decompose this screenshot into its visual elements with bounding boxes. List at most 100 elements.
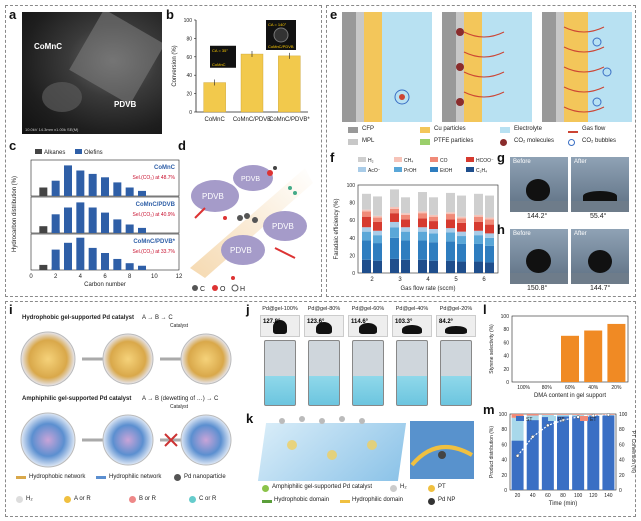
svg-text:PDVB: PDVB xyxy=(241,176,260,183)
c-xtick-label: 0 xyxy=(29,274,33,280)
chart-c: Alkanes Olefins CoMnC Sel.(CO₂) at 48.7% CoM… xyxy=(12,149,183,288)
f-bar-segment xyxy=(418,213,427,219)
m-bar-segment xyxy=(511,414,524,418)
c-xlabel: Carbon number xyxy=(84,282,126,288)
f-bar-segment xyxy=(362,193,371,210)
m-conversion-point xyxy=(515,454,520,458)
m-xtick-label: 60 xyxy=(545,493,551,499)
f-legend-swatch xyxy=(466,157,474,162)
f-bar-segment xyxy=(362,231,371,241)
panel-label-l: l xyxy=(483,302,487,317)
schematic-e xyxy=(342,12,632,122)
c-bar-olefin xyxy=(113,258,122,270)
f-ytick-label: 100 xyxy=(347,183,356,189)
j-sample-row: Pd@gel-100% 127.8° Pd@gel-80% 123.6° Pd@gel-… xyxy=(258,306,480,410)
j-droplet-photo: 103.3° xyxy=(392,315,432,337)
i-bottom-title: Amphiphilic gel-supported Pd catalyst xyxy=(22,396,132,402)
f-bar-segment xyxy=(446,192,455,213)
m-ytick2-label: 40 xyxy=(619,458,625,464)
f-ylabel: Faradaic efficiency (%) xyxy=(334,199,340,260)
m-legend-label: ET xyxy=(590,417,596,423)
m-ylabel: Product distribution (%) xyxy=(489,426,495,478)
f-bar-segment xyxy=(401,197,410,214)
f-bar-segment xyxy=(373,230,382,236)
c-bar-olefin xyxy=(88,173,97,196)
f-bar-segment xyxy=(429,221,438,229)
f-xtick-label: 5 xyxy=(454,277,458,283)
f-bar-segment xyxy=(429,260,438,273)
c-legend-olefins: Olefins xyxy=(84,150,103,156)
c-bar-olefin xyxy=(76,237,85,270)
j-angle: 127.8° xyxy=(263,319,281,325)
f-bar-segment xyxy=(446,219,455,229)
m-ytick2-label: 0 xyxy=(619,488,622,494)
angle-h-after: 144.7° xyxy=(590,285,611,292)
f-bar-segment xyxy=(457,236,466,244)
f-bar-segment xyxy=(446,228,455,233)
i-top-title: Hydrophobic gel-supported Pd catalyst xyxy=(22,315,135,321)
m-ytick2-label: 100 xyxy=(619,412,628,418)
i-catalyst-bottom: Catalyst xyxy=(170,404,189,410)
c-bar-olefin xyxy=(138,227,146,233)
l-xtick-label: 100% xyxy=(517,385,530,391)
svg-text:C: C xyxy=(200,286,205,293)
f-bar-segment xyxy=(390,227,399,238)
m-bar-segment xyxy=(541,417,554,490)
f-bar-segment xyxy=(485,219,494,225)
j-sample-name: Pd@gel-80% xyxy=(307,306,341,312)
c-bar-olefin xyxy=(125,263,134,270)
c-bar-olefin xyxy=(51,249,60,270)
l-ytick-label: 80 xyxy=(503,327,509,333)
m-conversion-point xyxy=(591,413,595,418)
f-legend-label: C₂H₄ xyxy=(476,168,487,174)
j-angle: 123.6° xyxy=(307,319,325,325)
c-row-name: CoMnC/PDVB* xyxy=(133,239,175,245)
c-bar-olefin xyxy=(64,165,72,196)
f-bar-segment xyxy=(401,214,410,220)
b-ylabel: Conversion (%) xyxy=(172,45,178,86)
f-legend-swatch xyxy=(430,157,438,162)
f-bar-segment xyxy=(401,213,410,215)
l-ytick-label: 60 xyxy=(503,340,509,346)
m-bar-segment xyxy=(526,415,539,421)
l-ytick-label: 0 xyxy=(506,380,509,386)
chart-f: H₂ CH₄ CO HCOO⁻ AcO⁻ PrOH EtOH C₂H₄ 0 20 40 60 80 100… xyxy=(334,157,499,292)
f-ytick-label: 60 xyxy=(349,218,355,224)
f-bar-segment xyxy=(373,217,382,222)
f-bar-segment xyxy=(390,221,399,228)
panel-label-k: k xyxy=(246,411,254,426)
j-vial xyxy=(396,340,428,406)
f-bar-segment xyxy=(418,218,427,228)
panel-label-m: m xyxy=(483,402,495,417)
b-ytick-label: 20 xyxy=(186,92,192,98)
j-droplet-photo: 114.6° xyxy=(348,315,388,337)
b-xtick-label: CoMnC/PDVB xyxy=(233,117,271,123)
f-bar-segment xyxy=(362,211,371,217)
f-bar-segment xyxy=(474,216,483,222)
f-legend-swatch xyxy=(430,167,438,172)
l-xlabel: DMA content in gel support xyxy=(534,393,606,399)
m-ytick2-label: 60 xyxy=(619,442,625,448)
f-bar-segment xyxy=(429,242,438,261)
k-schematic xyxy=(257,415,477,483)
f-legend-label: CH₄ xyxy=(404,158,413,164)
f-bar-segment xyxy=(446,212,455,215)
c-row-name: CoMnC xyxy=(154,165,176,171)
m-xtick-label: 120 xyxy=(589,493,598,499)
f-bar-segment xyxy=(474,235,483,244)
svg-text:H: H xyxy=(240,286,245,293)
droplet-g-after: After xyxy=(571,157,629,212)
f-bar-segment xyxy=(390,213,399,222)
c-bar-olefin xyxy=(101,253,109,270)
f-bar-segment xyxy=(418,211,427,214)
m-bar-segment xyxy=(526,414,539,416)
c-bar-olefin xyxy=(125,224,134,233)
f-bar-segment xyxy=(390,207,399,209)
panel-label-f: f xyxy=(330,150,335,165)
panel-label-j: j xyxy=(246,302,250,317)
m-ylabel2: PT Conversion (%) xyxy=(630,431,636,473)
c-xtick-label: 12 xyxy=(176,274,183,280)
i-top-scheme: A → B → C xyxy=(142,315,173,321)
legend-i: Hydrophobic network Hydrophilic network … xyxy=(14,474,244,514)
